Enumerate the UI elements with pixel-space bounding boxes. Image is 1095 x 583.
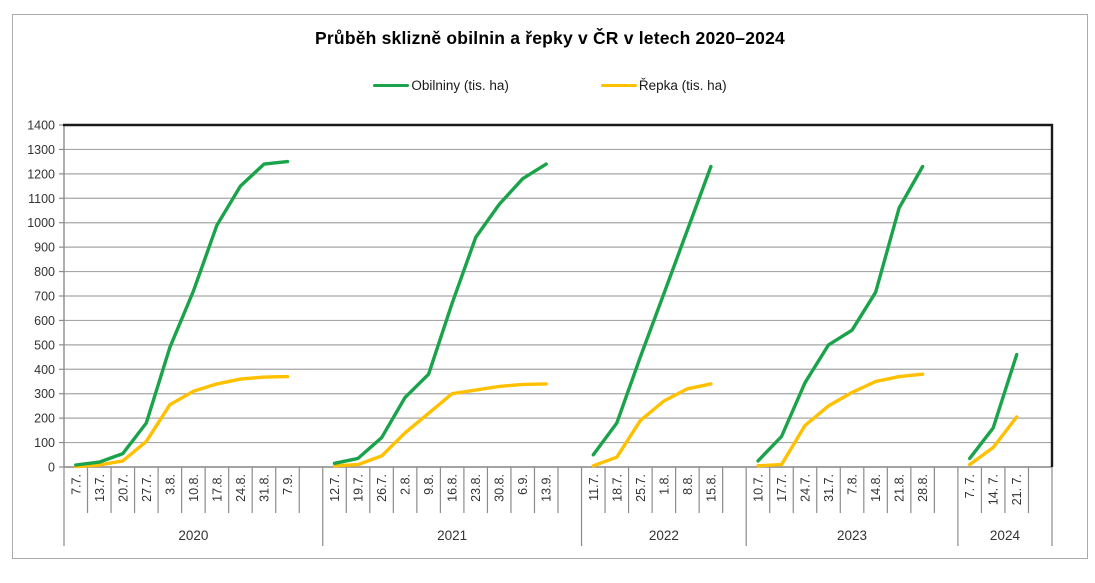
series-repka-line: [74, 372, 1019, 469]
x-date-label: 31.7.: [822, 474, 836, 502]
x-date-label: 3.8.: [163, 474, 177, 495]
x-date-label: 7. 7.: [963, 474, 977, 498]
plot-border: [63, 123, 1054, 468]
x-date-label: 24.7.: [799, 474, 813, 502]
x-year-label: 2022: [649, 528, 679, 543]
chart-title: Průběh sklizně obilnin a řepky v ČR v le…: [315, 28, 785, 48]
x-date-label: 1.8.: [657, 474, 671, 495]
svg-text:1400: 1400: [27, 119, 55, 133]
x-date-label: 30.8.: [493, 474, 507, 502]
legend-item-obilniny: Obilniny (tis. ha): [373, 78, 509, 93]
svg-text:900: 900: [34, 241, 55, 255]
x-date-label: 10.7.: [751, 474, 765, 502]
x-date-label: 21.8.: [893, 474, 907, 502]
x-date-label: 31.8.: [257, 474, 271, 502]
series-obilniny-line: [74, 159, 1019, 467]
x-date-label: 20.7.: [116, 474, 130, 502]
svg-text:500: 500: [34, 338, 55, 352]
x-date-label: 17.7.: [775, 474, 789, 502]
svg-text:1100: 1100: [28, 192, 55, 206]
x-date-label: 12.7.: [328, 474, 342, 502]
x-date-label: 11.7.: [587, 474, 601, 501]
x-year-label: 2024: [990, 528, 1021, 543]
x-date-label: 7.8.: [846, 474, 860, 495]
x-date-label: 14. 7.: [987, 474, 1001, 505]
x-date-label: 7.7.: [69, 474, 83, 495]
x-date-label: 24.8.: [234, 474, 248, 502]
x-year-label: 2021: [437, 528, 467, 543]
x-year-label: 2020: [178, 528, 208, 543]
chart-figure: Průběh sklizně obilnin a řepky v ČR v le…: [12, 14, 1088, 559]
legend-label-obilniny: Obilniny (tis. ha): [411, 78, 509, 93]
x-date-label: 16.8.: [446, 474, 460, 502]
svg-text:600: 600: [34, 314, 55, 328]
svg-text:1200: 1200: [27, 167, 55, 181]
x-date-label: 19.7.: [352, 474, 366, 502]
x-date-label: 21. 7.: [1010, 474, 1024, 505]
svg-text:0: 0: [48, 461, 55, 475]
svg-text:200: 200: [34, 412, 55, 426]
svg-text:300: 300: [34, 387, 55, 401]
obilniny-line-swatch-icon: [373, 83, 410, 88]
svg-text:800: 800: [34, 265, 55, 279]
x-date-label: 28.8.: [916, 474, 930, 502]
x-date-label: 18.7.: [610, 474, 624, 502]
gridlines: [59, 124, 1052, 468]
svg-text:400: 400: [34, 363, 55, 377]
x-date-label: 15.8.: [704, 474, 718, 502]
x-year-label: 2023: [837, 528, 867, 543]
x-date-label: 17.8.: [210, 474, 224, 502]
x-date-label: 9.8.: [422, 474, 436, 495]
legend-item-repka: Řepka (tis. ha): [600, 78, 727, 93]
x-date-label: 13.7.: [93, 474, 107, 502]
svg-text:700: 700: [34, 290, 55, 304]
x-date-label: 25.7.: [634, 474, 648, 502]
repka-line-swatch-icon: [600, 83, 637, 88]
x-axis-band: 7.7. 13.7. 20.7. 27.7. 3.8. 10.8. 17.8. 24.8. 31…: [63, 467, 1053, 546]
x-date-label: 2.8.: [399, 474, 413, 495]
x-date-label: 14.8.: [869, 474, 883, 502]
y-axis-tick-labels: 0 100 200 300 400 500 600 700 800 900 1000 1100 1200…: [27, 119, 55, 475]
x-date-label: 23.8.: [469, 474, 483, 502]
chart-legend: Obilniny (tis. ha) Řepka (tis. ha): [13, 78, 1087, 93]
x-date-label: 6.9.: [516, 474, 530, 495]
x-date-label: 10.8.: [187, 474, 201, 502]
x-date-label: 27.7.: [140, 474, 154, 502]
svg-text:1300: 1300: [27, 143, 55, 157]
svg-text:1000: 1000: [27, 216, 55, 230]
svg-text:100: 100: [34, 436, 55, 450]
line-chart: 0 100 200 300 400 500 600 700 800 900 1000 1100 1200…: [27, 119, 1054, 546]
x-date-label: 8.8.: [681, 474, 695, 495]
x-date-label: 26.7.: [375, 474, 389, 502]
legend-label-repka: Řepka (tis. ha): [638, 78, 727, 93]
x-date-label: 13.9.: [540, 474, 554, 502]
x-date-label: 7.9.: [281, 474, 295, 495]
